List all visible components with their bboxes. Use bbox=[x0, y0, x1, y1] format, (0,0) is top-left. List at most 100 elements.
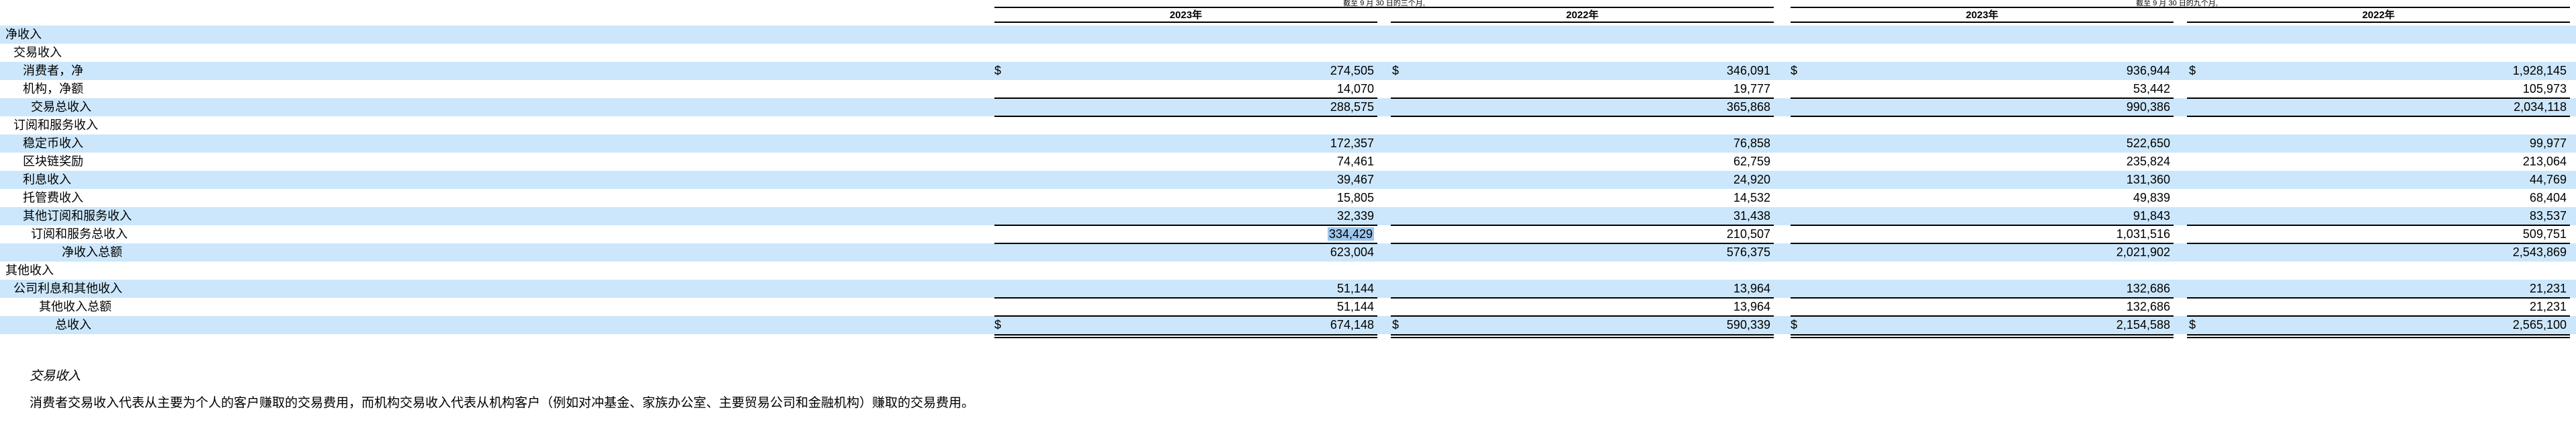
cell-value: 590,339 bbox=[1726, 318, 1770, 331]
row-label: 公司利息和其他收入 bbox=[13, 282, 122, 295]
cell-value: 2,543,869 bbox=[2512, 245, 2567, 259]
row-label: 其他订阅和服务收入 bbox=[23, 209, 132, 223]
cell-value: 76,858 bbox=[1733, 136, 1770, 150]
cell-value: 623,004 bbox=[1330, 245, 1374, 259]
band-10 bbox=[0, 207, 2576, 225]
cell-value: 105,973 bbox=[2522, 82, 2567, 95]
band-14 bbox=[0, 280, 2576, 298]
row-corporate-interest: 公司利息和其他收入 51,144 13,964 132,686 21,231 bbox=[0, 280, 2576, 298]
dollar-sign: $ bbox=[994, 64, 1002, 77]
subtotal-rule bbox=[1791, 315, 2174, 317]
row-total-revenue: 总收入 $ 674,148 $ 590,339 $ 2,154,588 $ 2,… bbox=[0, 316, 2576, 334]
total-rule bbox=[1791, 243, 2174, 244]
cell-value: 509,751 bbox=[2522, 227, 2567, 241]
cell-value: 91,843 bbox=[2133, 209, 2170, 223]
cell-value: 1,928,145 bbox=[2512, 64, 2567, 77]
cell-value: 31,438 bbox=[1733, 209, 1770, 223]
cell-value: 51,144 bbox=[1336, 282, 1374, 295]
row-label: 交易总收入 bbox=[31, 100, 91, 114]
cell-value: 522,650 bbox=[2126, 136, 2170, 150]
row-total-transaction-revenue: 交易总收入 288,575 365,868 990,386 2,034,118 bbox=[0, 98, 2576, 116]
total-rule bbox=[994, 116, 1377, 117]
cell-value: 13,964 bbox=[1733, 282, 1770, 295]
note-title: 交易收入 bbox=[30, 369, 81, 383]
cell-value: 576,375 bbox=[1726, 245, 1770, 259]
column-header-4: 2022年 bbox=[2362, 9, 2395, 21]
period-header-nine-months: 截至 9 月 30 日的九个月, bbox=[2136, 0, 2218, 7]
row-label: 稳定币收入 bbox=[23, 136, 83, 150]
grand-total-double-rule bbox=[2187, 334, 2570, 336]
cell-value: 39,467 bbox=[1336, 173, 1374, 186]
row-custodial-fee-revenue: 托管费收入 15,805 14,532 49,839 68,404 bbox=[0, 189, 2576, 207]
total-rule bbox=[2187, 243, 2570, 244]
cell-value: 14,532 bbox=[1733, 191, 1770, 204]
subtotal-rule bbox=[994, 225, 1377, 226]
row-label: 其他收入 bbox=[5, 264, 54, 277]
cell-value: 213,064 bbox=[2522, 155, 2567, 168]
cell-value: 53,442 bbox=[2133, 82, 2170, 95]
row-institutional-net: 机构，净额 14,070 19,777 53,442 105,973 bbox=[0, 80, 2576, 98]
row-label: 净收入 bbox=[5, 28, 42, 41]
band-8 bbox=[0, 171, 2576, 189]
row-blockchain-rewards: 区块链奖励 74,461 62,759 235,824 213,064 bbox=[0, 153, 2576, 171]
cell-value: 365,868 bbox=[1726, 100, 1770, 114]
band-2 bbox=[0, 62, 2576, 80]
row-label: 总收入 bbox=[55, 318, 91, 331]
grand-total-double-rule bbox=[994, 334, 1377, 336]
cell-value: 235,824 bbox=[2126, 155, 2170, 168]
column-header-1: 2023年 bbox=[1169, 9, 1203, 21]
period-header-three-months: 截至 9 月 30 日的三个月, bbox=[1343, 0, 1425, 7]
cell-value: 2,021,902 bbox=[2116, 245, 2170, 259]
subtotal-rule bbox=[1791, 225, 2174, 226]
row-label: 订阅和服务收入 bbox=[13, 118, 98, 132]
cell-value: 44,769 bbox=[2529, 173, 2567, 186]
column-rule-4 bbox=[2187, 22, 2570, 23]
cell-value: 132,686 bbox=[2126, 300, 2170, 313]
dollar-sign: $ bbox=[2189, 64, 2196, 77]
row-total-subscription-revenue: 订阅和服务总收入 334,429 210,507 1,031,516 509,7… bbox=[0, 225, 2576, 243]
cell-value: 21,231 bbox=[2529, 282, 2567, 295]
cell-value: 32,339 bbox=[1336, 209, 1374, 223]
highlighted-value: 334,429 bbox=[1327, 227, 1374, 241]
note-body: 消费者交易收入代表从主要为个人的客户赚取的交易费用，而机构交易收入代表从机构客户… bbox=[30, 396, 975, 410]
cell-value: 210,507 bbox=[1726, 227, 1770, 241]
column-header-2: 2022年 bbox=[1565, 9, 1599, 21]
row-label: 区块链奖励 bbox=[23, 155, 83, 168]
row-interest-income: 利息收入 39,467 24,920 131,360 44,769 bbox=[0, 171, 2576, 189]
subtotal-rule bbox=[1391, 297, 1774, 299]
row-label: 其他收入总额 bbox=[39, 300, 112, 313]
subtotal-rule bbox=[1391, 315, 1774, 317]
subtotal-rule bbox=[994, 297, 1377, 299]
cell-value: 49,839 bbox=[2133, 191, 2170, 204]
cell-value: 2,565,100 bbox=[2512, 318, 2567, 331]
period-rule-a bbox=[994, 7, 1774, 8]
cell-value: 68,404 bbox=[2529, 191, 2567, 204]
cell-value: 132,686 bbox=[2126, 282, 2170, 295]
dollar-sign: $ bbox=[1791, 64, 1798, 77]
cell-value: 14,070 bbox=[1336, 82, 1374, 95]
row-label: 净收入总额 bbox=[62, 245, 122, 259]
cell-value: 274,505 bbox=[1330, 64, 1374, 77]
grand-total-double-rule bbox=[1791, 334, 2174, 336]
row-total-other-revenue: 其他收入总额 51,144 13,964 132,686 21,231 bbox=[0, 298, 2576, 316]
subtotal-rule bbox=[2187, 97, 2570, 99]
total-rule bbox=[2187, 116, 2570, 117]
cell-value: 172,357 bbox=[1330, 136, 1374, 150]
cell-value: 24,920 bbox=[1733, 173, 1770, 186]
subtotal-rule bbox=[2187, 225, 2570, 226]
cell-value: 288,575 bbox=[1330, 100, 1374, 114]
subtotal-rule bbox=[1391, 97, 1774, 99]
total-rule bbox=[1791, 116, 2174, 117]
period-rule-b bbox=[1791, 7, 2570, 8]
cell-value: 13,964 bbox=[1733, 300, 1770, 313]
subtotal-rule bbox=[994, 315, 1377, 317]
row-subscription-header: 订阅和服务收入 bbox=[0, 116, 2576, 134]
subtotal-rule bbox=[2187, 315, 2570, 317]
grand-total-double-rule bbox=[1391, 337, 1774, 338]
band-0 bbox=[0, 26, 2576, 44]
cell-value: 936,944 bbox=[2126, 64, 2170, 77]
cell-value: 83,537 bbox=[2529, 209, 2567, 223]
cell-value: 99,977 bbox=[2529, 136, 2567, 150]
cell-value: 21,231 bbox=[2529, 300, 2567, 313]
subtotal-rule bbox=[1791, 297, 2174, 299]
